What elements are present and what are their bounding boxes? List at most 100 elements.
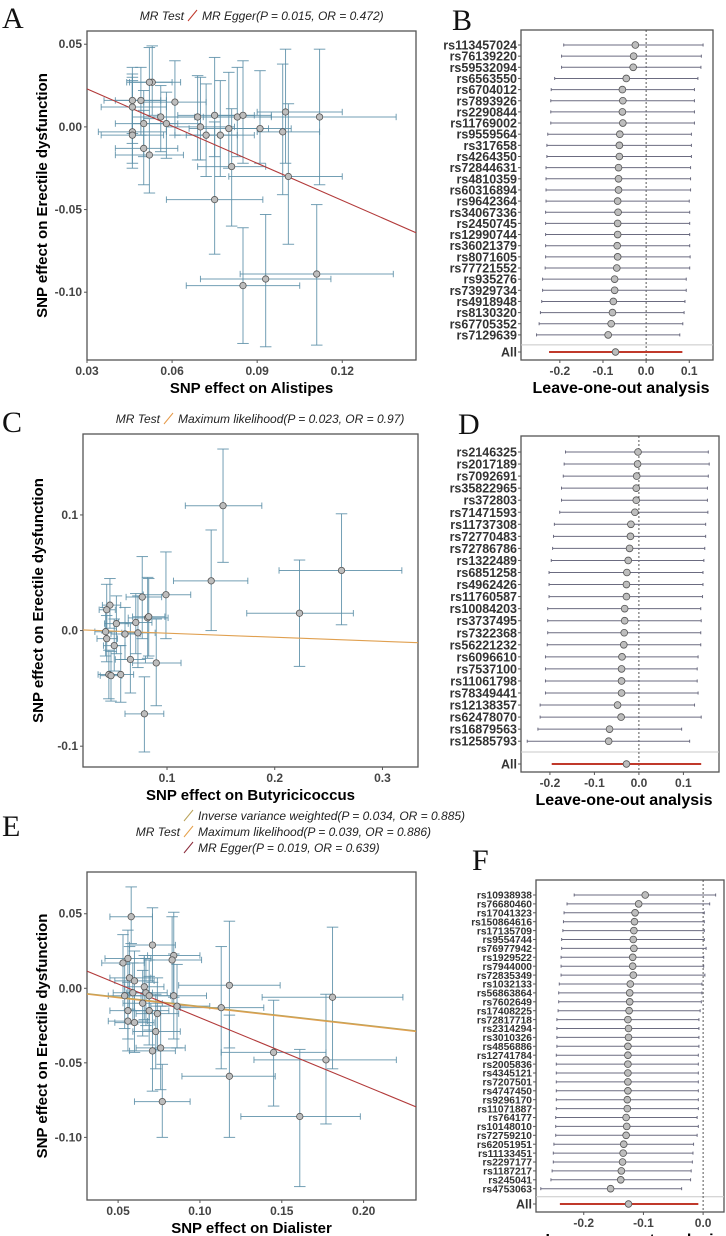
estimate-point <box>624 1060 632 1068</box>
forest-row: rs764177 <box>488 1113 698 1124</box>
estimate-point <box>622 592 631 601</box>
x-axis-label: Leave-one-out analysis <box>533 380 710 397</box>
forest-row: rs4345121 <box>483 1069 699 1080</box>
estimate-point <box>641 891 650 899</box>
legend-slash-icon <box>183 825 194 838</box>
forest-row: rs4753063 <box>483 1184 683 1195</box>
x-axis-label: Leave-one-out analysis <box>536 792 713 809</box>
estimate-point <box>624 1042 632 1051</box>
snp-label: rs11760587 <box>450 590 517 604</box>
data-point <box>225 124 233 133</box>
estimate-point <box>631 909 639 917</box>
x-tick-label: -0.2 <box>549 364 570 378</box>
snp-label: rs73929734 <box>450 284 517 298</box>
plot-frame <box>520 29 714 361</box>
snp-label: rs6563550 <box>457 72 518 86</box>
forest-row: rs62051951 <box>477 1140 695 1151</box>
forest-row: rs10084203 <box>450 602 702 616</box>
data-point <box>107 672 115 680</box>
snp-label: rs4810359 <box>457 172 518 186</box>
forest-row: rs11760587 <box>450 590 704 604</box>
data-point <box>158 1098 166 1106</box>
snp-label: rs1187217 <box>483 1167 532 1178</box>
data-point <box>281 108 290 116</box>
forest-row: rs1032133 <box>483 980 703 991</box>
estimate-point <box>604 331 612 339</box>
snp-label: rs7092691 <box>457 470 518 484</box>
legend-entry: MR Egger(P = 0.019, OR = 0.639) <box>198 841 380 855</box>
data-point <box>152 659 160 667</box>
snp-label: rs11071887 <box>477 1104 532 1115</box>
snp-label: rs150864616 <box>471 917 532 928</box>
estimate-point <box>608 308 617 317</box>
estimate-point <box>623 1095 632 1104</box>
forest-row: rs4856886 <box>483 1042 700 1053</box>
error-bar <box>114 118 184 194</box>
forest-row: rs2314294 <box>483 1024 700 1035</box>
data-point <box>126 655 134 664</box>
data-point <box>129 989 137 997</box>
snp-label: rs764177 <box>488 1113 532 1124</box>
data-point <box>196 123 205 131</box>
snp-label: rs17135709 <box>477 926 532 937</box>
estimate-point <box>613 230 622 239</box>
snp-label: rs2290844 <box>457 105 518 119</box>
snp-label: rs35822965 <box>450 482 517 496</box>
snp-label: rs7944000 <box>483 962 533 973</box>
all-estimate-point <box>624 1200 633 1208</box>
data-point <box>134 629 142 637</box>
data-point <box>279 128 287 136</box>
forest-row: rs56863864 <box>477 989 703 1000</box>
estimate-point <box>632 484 641 492</box>
forest-row: rs2290844 <box>457 105 695 119</box>
snp-label: rs7537100 <box>457 662 518 676</box>
data-point <box>217 1004 225 1012</box>
forest-row: rs67705352 <box>450 317 684 331</box>
estimate-point <box>624 1069 632 1077</box>
estimate-point <box>615 152 624 161</box>
snp-label: rs76680460 <box>477 900 532 911</box>
snp-label: rs6851258 <box>457 566 518 580</box>
forest-row: rs17041323 <box>477 908 705 919</box>
forest-row: rs1187217 <box>483 1167 692 1178</box>
panel-a-scatter: MR Test MR Egger(P = 0.015, OR = 0.472) 0.… <box>34 9 417 397</box>
forest-row: rs2450745 <box>457 217 691 231</box>
forest-row: rs245041 <box>488 1175 692 1186</box>
forest-row: rs17408225 <box>477 1006 701 1017</box>
forest-row: rs35822965 <box>450 482 708 496</box>
estimate-point <box>604 737 613 745</box>
forest-row: rs9642364 <box>457 195 690 209</box>
forest-row: rs12585793 <box>450 735 691 749</box>
estimate-point <box>629 971 638 979</box>
x-axis-label: SNP effect on Alistipes <box>170 380 333 397</box>
legend-entry: MR Egger(P = 0.015, OR = 0.472) <box>202 9 384 23</box>
plot-frame <box>86 30 417 361</box>
snp-label: rs9642364 <box>457 195 518 209</box>
snp-label: rs4918948 <box>457 295 518 309</box>
snp-label: rs11061798 <box>450 674 517 688</box>
regression-line <box>87 970 416 1108</box>
snp-label: rs17041323 <box>477 908 532 919</box>
estimate-point <box>624 1078 632 1086</box>
forest-row: rs12138357 <box>450 699 696 713</box>
plot-frame <box>82 433 419 768</box>
estimate-point <box>610 275 619 283</box>
forest-row: rs10148010 <box>477 1122 699 1133</box>
forest-row: rs9554744 <box>483 935 705 946</box>
snp-label: rs4962426 <box>457 578 518 592</box>
snp-label: rs2450745 <box>457 217 518 231</box>
snp-label: rs11737308 <box>450 518 517 532</box>
snp-label: rs7207501 <box>483 1078 533 1089</box>
all-label: All <box>516 1198 532 1212</box>
estimate-point <box>623 568 631 577</box>
data-point <box>168 956 176 964</box>
x-tick-label: 0.03 <box>75 364 99 378</box>
data-point <box>256 124 264 133</box>
estimate-point <box>619 119 627 127</box>
snp-label: rs36021379 <box>450 239 517 253</box>
legend-entry: Maximum likelihood(P = 0.039, OR = 0.886… <box>198 825 431 839</box>
estimate-point <box>618 1158 627 1166</box>
legend-prefix: MR Test <box>140 9 185 23</box>
estimate-point <box>609 297 618 306</box>
